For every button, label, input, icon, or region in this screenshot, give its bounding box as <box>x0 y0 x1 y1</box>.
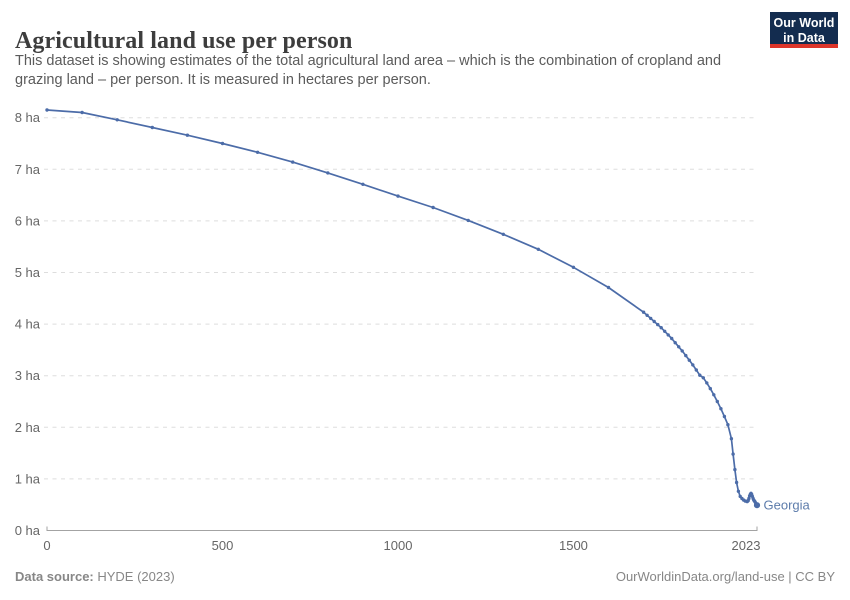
data-point[interactable] <box>722 414 727 419</box>
y-tick-label-1: 1 ha <box>15 471 41 486</box>
data-point[interactable] <box>670 336 674 341</box>
data-point[interactable] <box>659 326 663 330</box>
data-point[interactable] <box>115 118 119 122</box>
y-tick-label-0: 0 ha <box>15 523 41 538</box>
data-point[interactable] <box>652 319 656 324</box>
x-axis-line <box>46 526 758 531</box>
data-point[interactable] <box>663 329 667 333</box>
owid-logo-line2: in Data <box>783 30 825 45</box>
data-point[interactable] <box>431 205 435 210</box>
y-tick-label-7: 7 ha <box>15 162 41 177</box>
data-point[interactable] <box>673 341 677 345</box>
data-point[interactable] <box>691 363 695 367</box>
x-tick-label-1500: 1500 <box>559 538 588 553</box>
data-point[interactable] <box>185 133 190 137</box>
data-point[interactable] <box>726 423 730 427</box>
x-tick-label-2023: 2023 <box>732 538 761 553</box>
x-tick-label-0: 0 <box>43 538 50 553</box>
data-point[interactable] <box>291 160 295 164</box>
data-point[interactable] <box>701 376 705 380</box>
data-point[interactable] <box>733 467 737 472</box>
data-point[interactable] <box>712 393 716 397</box>
data-point[interactable] <box>536 247 540 251</box>
data-point[interactable] <box>694 368 698 372</box>
data-source-value: HYDE (2023) <box>93 569 175 584</box>
data-point[interactable] <box>656 322 660 327</box>
entity-label-georgia[interactable]: Georgia <box>764 498 811 513</box>
y-tick-label-8: 8 ha <box>15 110 41 125</box>
y-tick-label-5: 5 ha <box>15 265 41 280</box>
data-point[interactable] <box>641 310 646 314</box>
y-tick-label-6: 6 ha <box>15 213 41 228</box>
chart-title: Agricultural land use per person <box>15 28 353 55</box>
data-point[interactable] <box>361 182 365 186</box>
x-tick-label-1000: 1000 <box>384 538 413 553</box>
y-tick-label-4: 4 ha <box>15 317 41 332</box>
data-point[interactable] <box>708 386 712 391</box>
owid-logo[interactable]: Our World in Data <box>770 12 838 48</box>
credit-link[interactable]: OurWorldinData.org/land-use | CC BY <box>615 569 835 584</box>
data-point[interactable] <box>666 333 670 337</box>
data-point[interactable] <box>677 345 681 349</box>
data-point[interactable] <box>45 108 49 112</box>
data-point[interactable] <box>150 125 154 130</box>
data-point[interactable] <box>736 489 741 493</box>
data-point[interactable] <box>466 218 470 223</box>
data-point[interactable] <box>80 110 84 115</box>
data-point[interactable] <box>680 349 684 353</box>
data-source-label: Data source: <box>15 569 94 584</box>
y-tick-label-3: 3 ha <box>15 368 41 383</box>
data-point[interactable] <box>747 496 751 501</box>
data-point[interactable] <box>719 407 723 411</box>
data-point[interactable] <box>705 381 709 385</box>
end-point[interactable] <box>753 502 761 509</box>
x-tick-label-500: 500 <box>212 538 234 553</box>
data-point[interactable] <box>729 437 734 441</box>
data-point[interactable] <box>715 399 719 404</box>
data-point[interactable] <box>687 358 691 362</box>
data-point[interactable] <box>220 141 225 146</box>
data-point[interactable] <box>501 232 505 236</box>
data-point[interactable] <box>645 313 649 317</box>
data-point[interactable] <box>684 353 688 358</box>
data-point[interactable] <box>396 194 400 198</box>
owid-logo-line1: Our World <box>773 16 835 30</box>
chart-subtitle: This dataset is showing estimates of the… <box>15 53 722 89</box>
y-tick-label-2: 2 ha <box>15 420 41 435</box>
data-point[interactable] <box>571 265 576 269</box>
data-point[interactable] <box>326 171 330 175</box>
data-point[interactable] <box>255 150 260 154</box>
data-point[interactable] <box>698 373 702 377</box>
data-point[interactable] <box>731 452 735 456</box>
data-source-note: Data source: HYDE (2023) <box>15 569 175 584</box>
data-point[interactable] <box>606 285 611 290</box>
data-point[interactable] <box>734 480 739 485</box>
data-point[interactable] <box>649 316 653 321</box>
